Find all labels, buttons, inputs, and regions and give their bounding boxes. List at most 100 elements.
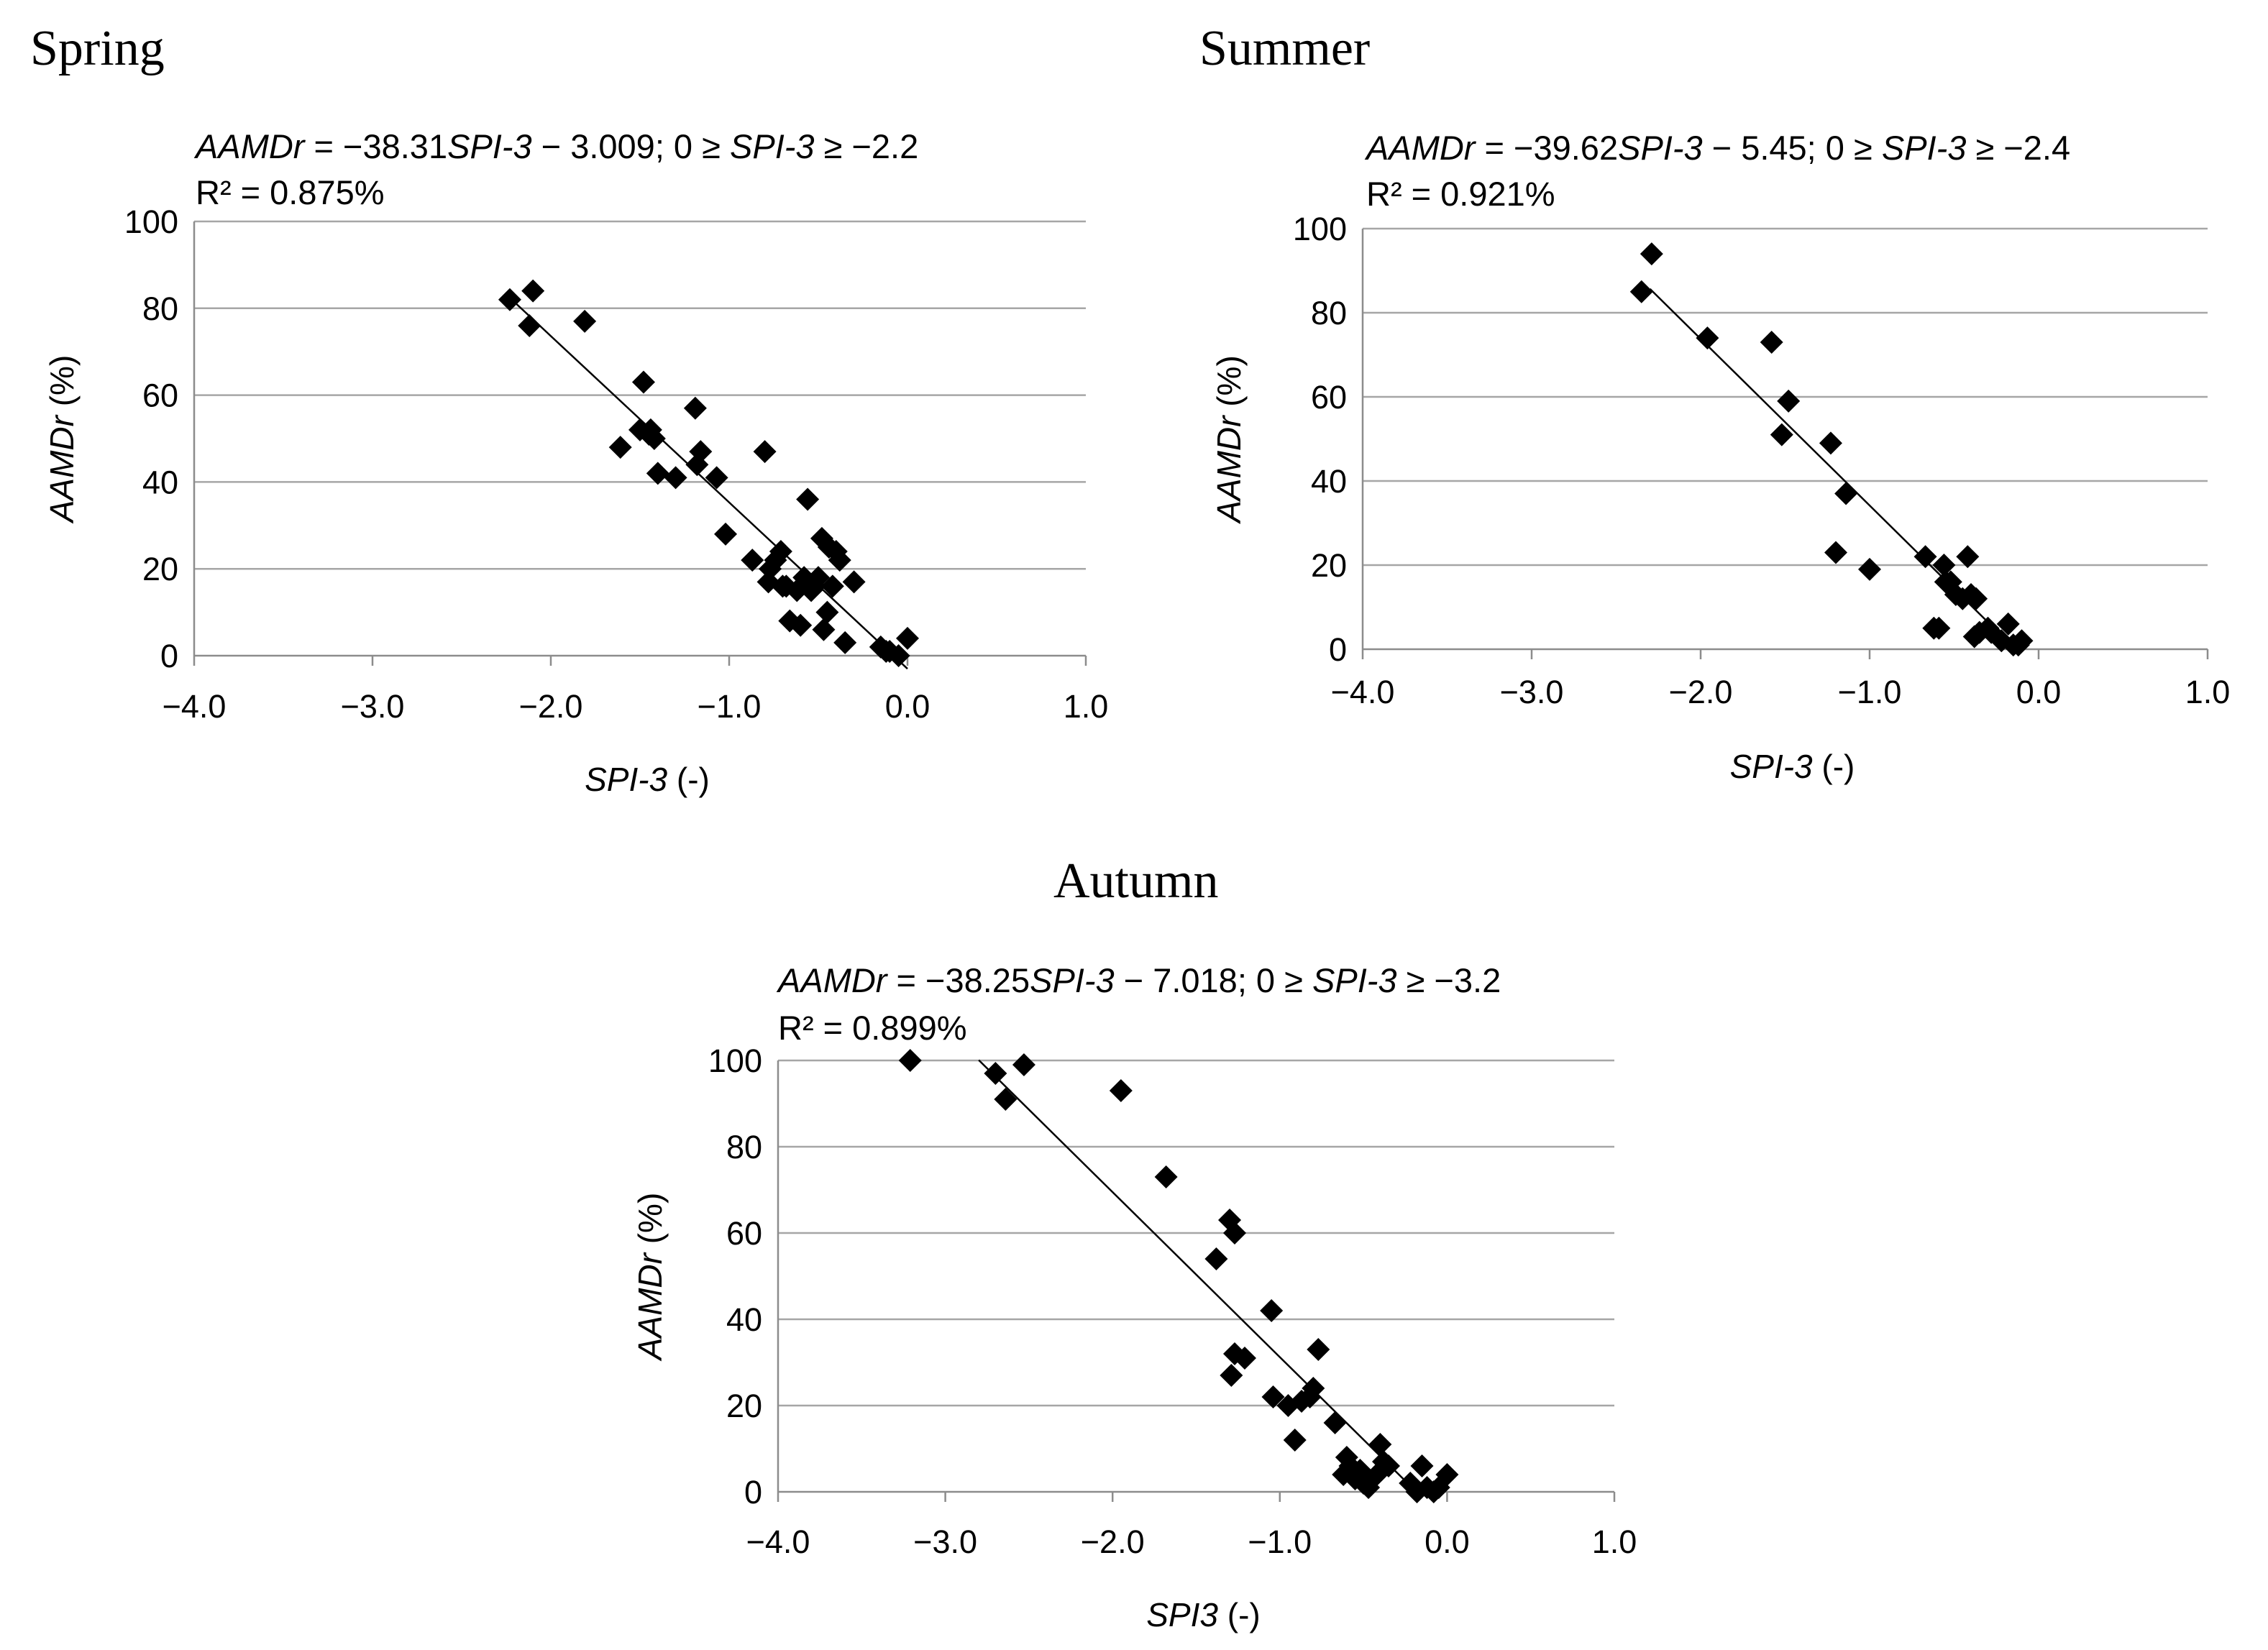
x-tick-label: 0.0	[885, 688, 930, 725]
equation-variable: SPI-3	[1618, 129, 1703, 167]
y-tick-label: 40	[726, 1301, 762, 1338]
equation-variable: SPI-3	[1882, 129, 1967, 167]
data-point	[646, 462, 669, 485]
equation-part: = −38.31	[304, 127, 447, 165]
x-tick-text: −2.0	[1669, 674, 1733, 710]
x-tick-label: 0.0	[1425, 1523, 1470, 1560]
regression-equation: AAMDr = −38.25SPI-3 − 7.018; 0 ≥ SPI-3 ≥…	[776, 961, 1501, 999]
y-tick-text: 40	[1311, 463, 1347, 500]
data-point	[994, 1088, 1018, 1111]
equation-part: = −38.25	[887, 961, 1030, 999]
x-tick-text: −4.0	[1331, 674, 1395, 710]
data-point	[896, 626, 919, 650]
data-point	[1927, 616, 1951, 640]
y-axis-label: AAMDr (%)	[1210, 355, 1248, 525]
data-point	[1435, 1463, 1459, 1486]
data-point	[842, 570, 866, 594]
x-tick-label: −1.0	[698, 688, 762, 725]
x-tick-label: −2.0	[519, 688, 583, 725]
x-tick-label: −1.0	[1248, 1523, 1312, 1560]
x-tick-text: −3.0	[1500, 674, 1564, 710]
data-point	[1777, 389, 1801, 413]
x-tick-label: −1.0	[1838, 674, 1902, 710]
chart-title: Autumn	[1053, 853, 1218, 909]
equation-part: − 3.009; 0 ≥	[532, 127, 730, 165]
y-axis-label: AAMDr (%)	[43, 355, 81, 525]
data-point	[1154, 1165, 1178, 1188]
y-tick-label: 20	[1311, 547, 1347, 584]
data-point	[1819, 431, 1842, 455]
y-tick-text: 40	[142, 464, 178, 500]
x-axis-label-var: SPI-3	[585, 761, 667, 798]
y-tick-text: 100	[1293, 211, 1347, 247]
x-axis-label-var: SPI3	[1146, 1596, 1218, 1633]
x-tick-label: 1.0	[1592, 1523, 1637, 1560]
r-squared-text: R² = 0.875%	[196, 173, 385, 211]
x-tick-text: −2.0	[519, 688, 583, 725]
r-squared: R² = 0.899%	[778, 1009, 967, 1047]
data-point	[1109, 1079, 1133, 1102]
x-tick-text: 0.0	[2016, 674, 2062, 710]
x-tick-label: −3.0	[1500, 674, 1564, 710]
data-point	[664, 466, 687, 490]
r-squared-text: R² = 0.921%	[1366, 175, 1555, 213]
chart-panel-summer: Summer AAMDr = −39.62SPI-3 − 5.45; 0 ≥ SP…	[1199, 21, 2230, 785]
r-squared: R² = 0.875%	[196, 173, 385, 211]
data-point	[1824, 541, 1847, 564]
data-point	[573, 309, 597, 333]
y-tick-label: 0	[160, 638, 178, 674]
x-tick-text: 0.0	[1425, 1523, 1470, 1560]
y-tick-label: 0	[744, 1474, 762, 1511]
y-tick-label: 0	[1329, 631, 1347, 668]
data-point	[812, 618, 836, 641]
y-tick-text: 80	[142, 290, 178, 327]
x-tick-text: 1.0	[1064, 688, 1109, 725]
data-point	[642, 427, 666, 450]
y-tick-label: 40	[142, 464, 178, 500]
data-point	[1012, 1053, 1035, 1076]
equation-lhs: AAMDr	[1364, 129, 1477, 167]
x-tick-label: −4.0	[1331, 674, 1395, 710]
data-point	[521, 279, 545, 303]
y-axis-label-var: AAMDr	[1210, 415, 1248, 525]
data-point	[1376, 1454, 1400, 1477]
equation-lhs: AAMDr	[776, 961, 889, 999]
x-axis-label-unit: (-)	[1218, 1596, 1261, 1633]
data-point	[1222, 1222, 1246, 1245]
y-tick-text: 20	[726, 1388, 762, 1424]
equation-part: ≥ −3.2	[1397, 961, 1501, 999]
x-tick-text: −3.0	[913, 1523, 977, 1560]
x-tick-label: 0.0	[2016, 674, 2062, 710]
data-point	[1302, 1377, 1325, 1400]
data-point	[1220, 1364, 1243, 1387]
x-tick-text: −1.0	[1248, 1523, 1312, 1560]
chart-title: Summer	[1199, 21, 1370, 76]
x-tick-text: −4.0	[746, 1523, 810, 1560]
y-tick-label: 100	[708, 1042, 762, 1079]
x-tick-text: −1.0	[1838, 674, 1902, 710]
data-point	[683, 396, 707, 420]
data-point	[1932, 554, 1956, 577]
regression-equation: AAMDr = −39.62SPI-3 − 5.45; 0 ≥ SPI-3 ≥ …	[1364, 129, 2070, 167]
data-point	[1956, 545, 1980, 569]
y-tick-text: 80	[726, 1129, 762, 1165]
y-tick-label: 60	[1311, 379, 1347, 416]
x-tick-text: 1.0	[1592, 1523, 1637, 1560]
y-tick-text: 80	[1311, 295, 1347, 331]
data-point	[1283, 1429, 1307, 1452]
data-point	[753, 440, 777, 464]
data-point	[1760, 330, 1783, 354]
x-tick-text: −3.0	[341, 688, 405, 725]
data-point	[828, 549, 851, 572]
data-point	[815, 600, 839, 624]
y-tick-label: 80	[1311, 295, 1347, 331]
x-tick-text: −4.0	[163, 688, 227, 725]
x-tick-label: −3.0	[341, 688, 405, 725]
data-point	[518, 313, 541, 337]
data-point	[741, 549, 764, 572]
data-point	[1696, 326, 1719, 350]
x-axis-label: SPI-3 (-)	[585, 761, 710, 798]
y-tick-text: 60	[1311, 379, 1347, 416]
data-point	[984, 1062, 1007, 1085]
